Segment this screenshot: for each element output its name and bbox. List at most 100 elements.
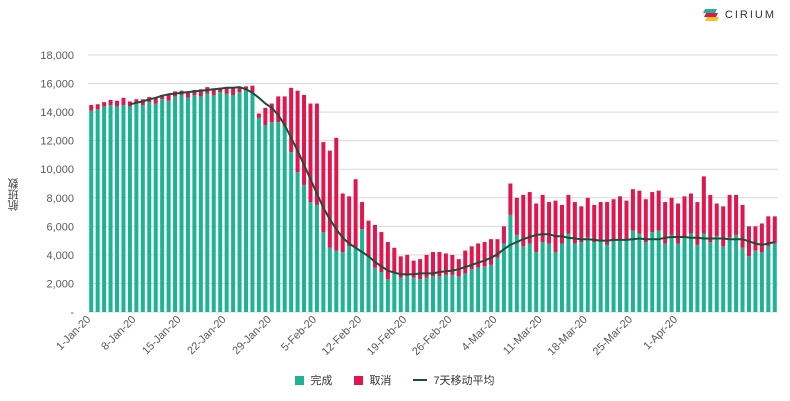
- bar-cancelled: [334, 137, 339, 251]
- bar-completed: [327, 247, 332, 312]
- y-tick-label: 12,000: [40, 136, 74, 148]
- bar-cancelled: [650, 192, 655, 233]
- x-tick-label: 22-Jan-20: [185, 314, 229, 358]
- y-tick-label: 16,000: [40, 79, 74, 91]
- bar-completed: [185, 97, 190, 312]
- bar-completed: [592, 242, 597, 312]
- bar-completed: [501, 243, 506, 312]
- bar-cancelled: [463, 250, 468, 274]
- bar-completed: [540, 242, 545, 312]
- bar-completed: [611, 239, 616, 312]
- y-axis-ticks: - 2,000 4,000 6,000 8,000 10,000 12,000 14,000 1…: [40, 50, 74, 319]
- bar-cancelled: [753, 226, 758, 251]
- legend-item-cancelled: 取消: [354, 372, 391, 388]
- bar-cancelled: [289, 87, 294, 153]
- bar-cancelled: [624, 200, 629, 241]
- bar-cancelled: [456, 259, 461, 277]
- bar-cancelled: [192, 89, 197, 95]
- bar-completed: [656, 230, 661, 312]
- bar-completed: [708, 242, 713, 312]
- brand-name: CIRIUM: [724, 9, 776, 21]
- bar-completed: [392, 272, 397, 312]
- bar-completed: [695, 244, 700, 312]
- bar-cancelled: [353, 179, 358, 248]
- x-tick-label: 1-Jan-20: [54, 314, 93, 353]
- bar-cancelled: [198, 89, 203, 97]
- bar-completed: [630, 230, 635, 312]
- bar-cancelled: [302, 94, 307, 185]
- x-tick-label: 5-Feb-20: [279, 314, 319, 354]
- bar-completed: [379, 272, 384, 312]
- bar-completed: [173, 96, 178, 313]
- bar-cancelled: [489, 239, 494, 265]
- bar-cancelled: [392, 247, 397, 273]
- bar-completed: [721, 246, 726, 312]
- bar-completed: [456, 276, 461, 312]
- bar-cancelled: [721, 206, 726, 247]
- x-tick-label: 29-Jan-20: [230, 314, 274, 358]
- bar-completed: [314, 204, 319, 312]
- legend-swatch-average: [413, 379, 428, 381]
- bar-completed: [534, 252, 539, 312]
- bar-completed: [579, 242, 584, 312]
- bar-completed: [431, 276, 435, 312]
- y-tick-label: 18,000: [40, 50, 74, 62]
- bar-completed: [469, 269, 474, 312]
- bar-cancelled: [95, 104, 100, 110]
- bar-cancelled: [89, 104, 94, 111]
- bar-completed: [366, 256, 371, 312]
- bar-cancelled: [701, 176, 706, 234]
- bar-completed: [637, 233, 642, 312]
- bar-cancelled: [495, 239, 500, 258]
- bar-cancelled: [231, 87, 236, 95]
- bar-completed: [289, 152, 294, 312]
- bar-cancelled: [656, 190, 661, 231]
- bar-cancelled: [734, 194, 739, 235]
- x-tick-label: 8-Jan-20: [99, 314, 138, 353]
- bar-cancelled: [160, 94, 165, 100]
- bar-cancelled: [772, 216, 777, 244]
- bar-cancelled: [366, 220, 371, 257]
- bar-completed: [398, 277, 403, 312]
- bar-cancelled: [669, 197, 674, 235]
- bar-cancelled: [527, 192, 532, 244]
- bar-completed: [250, 92, 255, 312]
- bar-completed: [102, 106, 107, 313]
- bar-completed: [463, 273, 468, 312]
- bar-cancelled: [340, 193, 345, 253]
- bar-cancelled: [237, 87, 242, 93]
- bar-completed: [650, 232, 655, 312]
- bar-completed: [153, 103, 158, 313]
- bar-completed: [95, 109, 100, 312]
- y-tick-label: 10,000: [40, 164, 74, 176]
- bar-completed: [134, 103, 139, 313]
- bar-cancelled: [256, 113, 261, 118]
- bar-completed: [553, 252, 558, 312]
- x-tick-label: 18-Mar-20: [546, 314, 590, 358]
- bar-completed: [676, 243, 681, 312]
- x-tick-label: 15-Jan-20: [140, 314, 184, 358]
- bar-cancelled: [553, 200, 558, 253]
- bar-completed: [450, 274, 455, 312]
- bar-cancelled: [360, 202, 365, 230]
- x-tick-label: 19-Feb-20: [365, 314, 409, 358]
- bar-completed: [372, 267, 377, 312]
- bar-cancelled: [618, 196, 623, 240]
- bar-completed: [192, 94, 197, 312]
- bar-cancelled: [598, 202, 603, 241]
- x-tick-label: 1-Apr-20: [641, 314, 680, 353]
- bar-cancelled: [605, 202, 610, 245]
- y-tick-label: 4,000: [46, 250, 74, 262]
- bar-cancelled: [211, 89, 216, 95]
- bar-completed: [418, 279, 423, 312]
- bar-completed: [508, 214, 513, 312]
- bar-cancelled: [134, 99, 139, 104]
- bar-completed: [566, 233, 571, 312]
- bar-cancelled: [688, 193, 693, 234]
- bar-completed: [682, 236, 687, 312]
- bar-cancelled: [695, 202, 700, 245]
- bar-cancelled: [708, 194, 713, 243]
- bar-cancelled: [263, 107, 268, 125]
- bar-cancelled: [185, 92, 190, 98]
